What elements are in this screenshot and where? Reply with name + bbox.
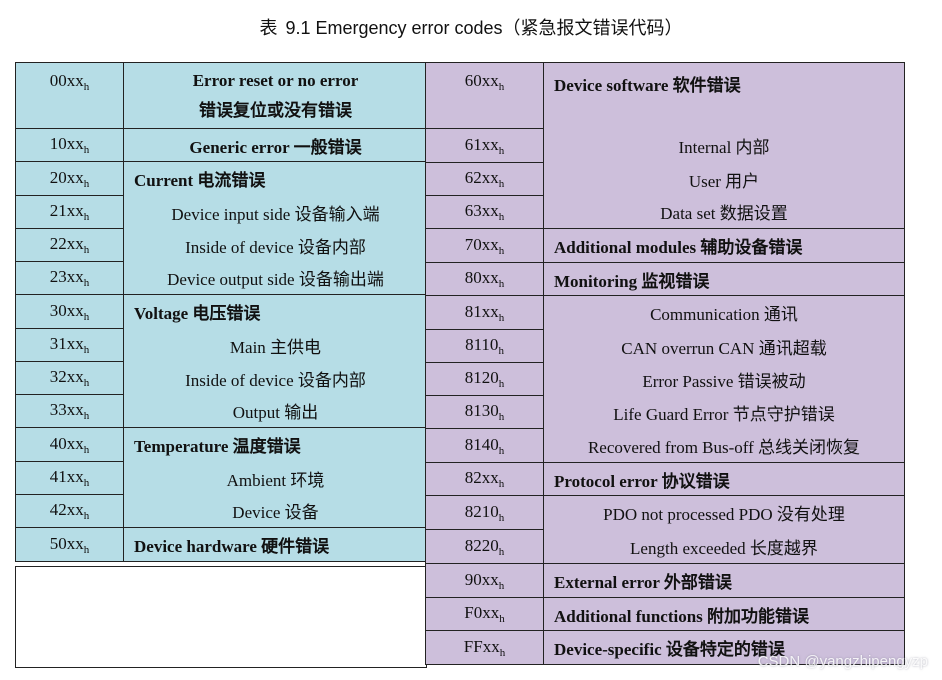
description-cell: CAN overrun CAN 通讯超载 (543, 329, 905, 363)
description-cell: Length exceeded 长度越界 (543, 529, 905, 564)
description-cell: Inside of device 设备内部 (123, 361, 428, 395)
empty-cell (15, 566, 427, 668)
description-cell: Data set 数据设置 (543, 195, 905, 229)
description-cell: Monitoring 监视错误 (543, 262, 905, 296)
error-codes-table-left: 00xxh Error reset or no error 错误复位或没有错误 1… (15, 62, 428, 562)
description-cell: Internal 内部 (543, 128, 905, 163)
code-cell: FFxxh (425, 630, 544, 665)
code-cell: 50xxh (15, 527, 124, 562)
description-cell: Error reset or no error 错误复位或没有错误 (123, 62, 428, 129)
table-caption: 表 9.1 Emergency error codes（紧急报文错误代码） (0, 14, 942, 40)
description-cell: Main 主供电 (123, 328, 428, 362)
description-cell: Recovered from Bus-off 总线关闭恢复 (543, 428, 905, 463)
description-cell: Current 电流错误 (123, 161, 428, 196)
description-cell: Device-specific 设备特定的错误 (543, 630, 905, 665)
code-cell: 41xxh (15, 461, 124, 495)
description-cell: User 用户 (543, 162, 905, 196)
caption-title: Emergency error codes（紧急报文错误代码） (315, 18, 683, 38)
description-cell: Error Passive 错误被动 (543, 362, 905, 396)
code-cell: 70xxh (425, 228, 544, 263)
code-cell: 30xxh (15, 294, 124, 329)
description-cell: PDO not processed PDO 没有处理 (543, 495, 905, 530)
code-cell: 8110h (425, 329, 544, 363)
description-cell: Communication 通讯 (543, 295, 905, 330)
description-cell: Device software 软件错误 (543, 62, 905, 129)
description-cell: Protocol error 协议错误 (543, 462, 905, 496)
description-cell: Device input side 设备输入端 (123, 195, 428, 229)
code-cell: 42xxh (15, 494, 124, 528)
code-cell: 8220h (425, 529, 544, 564)
code-cell: 31xxh (15, 328, 124, 362)
description-cell: Generic error 一般错误 (123, 128, 428, 162)
description-cell: External error 外部错误 (543, 563, 905, 598)
description-cell: Device output side 设备输出端 (123, 261, 428, 295)
description-cell: Additional functions 附加功能错误 (543, 597, 905, 631)
code-cell: 22xxh (15, 228, 124, 262)
code-cell: 8120h (425, 362, 544, 396)
code-cell: 20xxh (15, 161, 124, 196)
code-cell: 61xxh (425, 128, 544, 163)
description-cell: Device hardware 硬件错误 (123, 527, 428, 562)
description-cell: Temperature 温度错误 (123, 427, 428, 462)
code-cell: 62xxh (425, 162, 544, 196)
code-cell: 90xxh (425, 563, 544, 598)
caption-table-label: 表 (259, 18, 278, 38)
description-cell: Device 设备 (123, 494, 428, 528)
code-cell: 81xxh (425, 295, 544, 330)
code-cell: 8210h (425, 495, 544, 530)
code-cell: F0xxh (425, 597, 544, 631)
code-cell: 40xxh (15, 427, 124, 462)
description-cell: Ambient 环境 (123, 461, 428, 495)
code-cell: 8140h (425, 428, 544, 463)
code-cell: 60xxh (425, 62, 544, 129)
code-cell: 33xxh (15, 394, 124, 428)
code-cell: 8130h (425, 395, 544, 429)
code-cell: 80xxh (425, 262, 544, 296)
code-cell: 32xxh (15, 361, 124, 395)
csdn-watermark: CSDN @yangzhipengyzp (757, 653, 928, 670)
description-cell: Output 输出 (123, 394, 428, 428)
description-cell: Inside of device 设备内部 (123, 228, 428, 262)
code-cell: 10xxh (15, 128, 124, 162)
code-cell: 82xxh (425, 462, 544, 496)
code-cell: 00xxh (15, 62, 124, 129)
caption-number: 9.1 (285, 18, 311, 38)
error-codes-table-right: 60xxh Device software 软件错误 61xxh Interna… (425, 62, 905, 665)
description-cell: Life Guard Error 节点守护错误 (543, 395, 905, 429)
description-cell: Additional modules 辅助设备错误 (543, 228, 905, 263)
code-cell: 23xxh (15, 261, 124, 295)
code-cell: 21xxh (15, 195, 124, 229)
description-cell: Voltage 电压错误 (123, 294, 428, 329)
code-cell: 63xxh (425, 195, 544, 229)
